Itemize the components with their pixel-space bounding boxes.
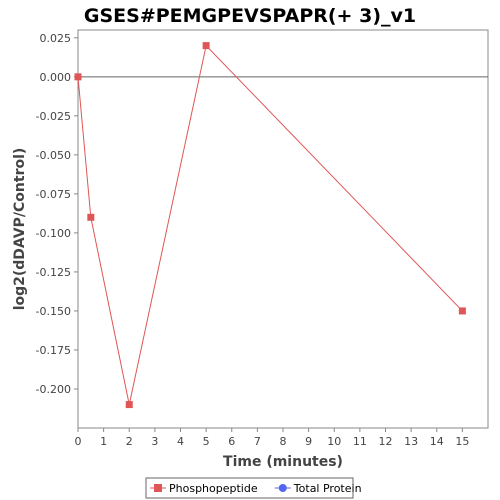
- y-axis-label: log2(dDAVP/Control): [12, 148, 28, 311]
- data-point: [202, 42, 210, 50]
- y-tick-label: 0.000: [40, 71, 72, 84]
- y-tick-label: -0.100: [36, 227, 71, 240]
- x-tick-label: 8: [280, 435, 287, 448]
- data-point: [87, 213, 95, 221]
- plot-area: [77, 29, 489, 429]
- y-axis: 0.025 0.000 -0.025 -0.050 -0.075 -0.100 -0.125…: [36, 32, 78, 396]
- y-tick-label: -0.025: [36, 110, 71, 123]
- x-axis: 0 1 2 3 4 5 6 7 8 9 10 11 12 13 14 15: [75, 428, 469, 448]
- x-tick-label: 2: [126, 435, 133, 448]
- legend-marker: [154, 484, 162, 492]
- legend-items: Phosphopeptide Total Protein: [150, 482, 362, 495]
- x-tick-label: 14: [430, 435, 444, 448]
- x-tick-label: 13: [404, 435, 418, 448]
- legend-marker: [278, 484, 287, 492]
- x-tick-label: 7: [254, 435, 261, 448]
- legend-label: Total Protein: [293, 482, 362, 495]
- data-point: [458, 307, 466, 315]
- y-tick-label: -0.150: [36, 305, 71, 318]
- x-tick-label: 10: [327, 435, 341, 448]
- y-tick-label: -0.075: [36, 188, 71, 201]
- series-layer: [74, 42, 466, 409]
- x-axis-label: Time (minutes): [223, 454, 343, 470]
- legend-label: Phosphopeptide: [169, 482, 258, 495]
- data-point: [125, 401, 133, 409]
- x-tick-label: 3: [151, 435, 158, 448]
- x-tick-label: 1: [100, 435, 107, 448]
- legend-box: [145, 477, 354, 499]
- y-tick-label: -0.175: [36, 344, 71, 357]
- data-point: [74, 73, 82, 81]
- chart-title: GSES#PEMGPEVSPAPR(+ 3)_v1: [84, 5, 416, 27]
- y-tick-label: -0.050: [36, 149, 71, 162]
- y-tick-label: -0.125: [36, 266, 71, 279]
- legend: Phosphopeptide Total Protein: [145, 477, 362, 499]
- x-tick-label: 5: [203, 435, 210, 448]
- x-tick-label: 12: [379, 435, 393, 448]
- x-tick-label: 4: [177, 435, 184, 448]
- y-tick-label: 0.025: [40, 32, 72, 45]
- x-tick-label: 0: [75, 435, 82, 448]
- y-tick-label: -0.200: [36, 383, 71, 396]
- x-tick-label: 9: [305, 435, 312, 448]
- x-tick-label: 11: [353, 435, 367, 448]
- x-tick-label: 15: [455, 435, 469, 448]
- x-tick-label: 6: [228, 435, 235, 448]
